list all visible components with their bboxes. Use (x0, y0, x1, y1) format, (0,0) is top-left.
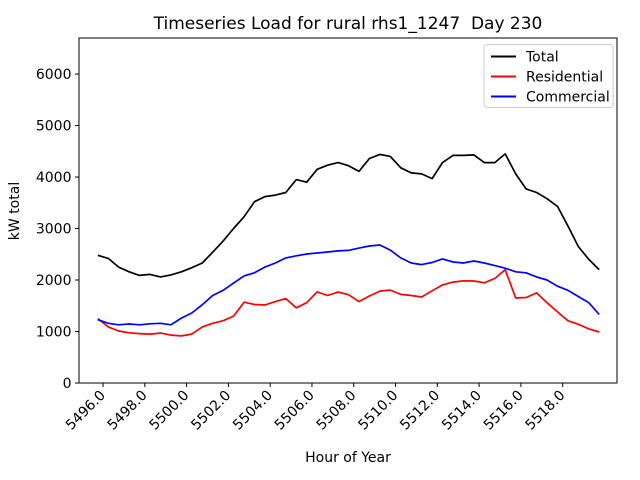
legend: Total Residential Commercial (483, 44, 614, 108)
legend-box (483, 44, 614, 108)
legend-label-commercial: Commercial (526, 90, 610, 106)
y-axis-label: kW total (7, 182, 23, 240)
series-line-total (97, 153, 600, 278)
x-tick-label: 5512.0 (397, 388, 443, 434)
y-tick-label: 6000 (36, 67, 72, 83)
plot-area (78, 37, 618, 384)
x-tick-label: 5500.0 (146, 388, 192, 434)
x-axis-label: Hour of Year (305, 450, 391, 466)
legend-label-total: Total (525, 50, 559, 66)
y-tick-label: 5000 (36, 119, 72, 135)
x-tick-label: 5498.0 (105, 388, 151, 434)
series-line-commercial (97, 244, 600, 326)
series-line-residential (97, 268, 600, 337)
y-axis-ticks: 0 1000 2000 3000 4000 5000 6000 (36, 67, 79, 392)
y-tick-label: 2000 (36, 273, 72, 289)
x-tick-label: 5510.0 (355, 388, 401, 434)
y-tick-label: 0 (63, 376, 72, 392)
x-tick-label: 5496.0 (63, 388, 109, 434)
x-tick-label: 5508.0 (314, 388, 360, 434)
legend-label-residential: Residential (526, 70, 603, 86)
x-tick-label: 5514.0 (439, 388, 485, 434)
x-tick-label: 5518.0 (523, 388, 569, 434)
x-axis-ticks: 5496.05498.05500.05502.05504.05506.05508… (63, 383, 569, 433)
chart-title: Timeseries Load for rural rhs1_1247 Day … (153, 14, 543, 34)
y-tick-label: 3000 (36, 222, 72, 238)
x-tick-label: 5516.0 (481, 388, 527, 434)
series-lines (97, 153, 600, 337)
y-tick-label: 1000 (36, 325, 72, 341)
x-tick-label: 5504.0 (230, 388, 276, 434)
x-tick-label: 5506.0 (272, 388, 318, 434)
x-tick-label: 5502.0 (188, 388, 234, 434)
y-tick-label: 4000 (36, 170, 72, 186)
